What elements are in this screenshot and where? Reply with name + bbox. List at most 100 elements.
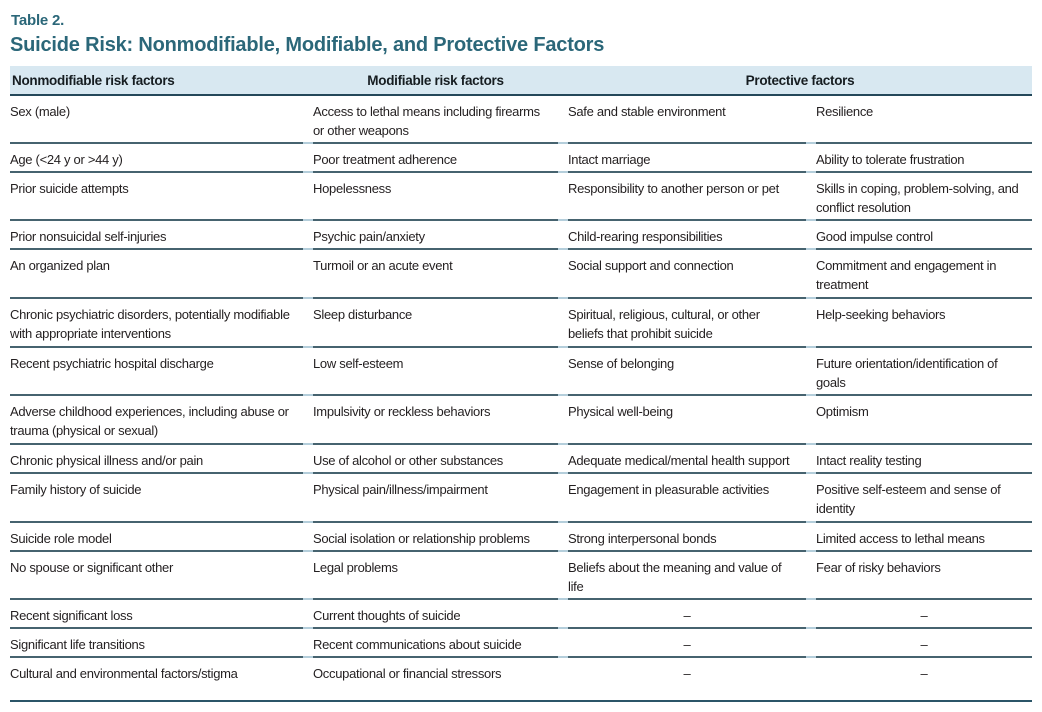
table-cell: Poor treatment adherence: [313, 143, 558, 173]
column-gutter: [806, 347, 816, 396]
table-cell: Social isolation or relationship problem…: [313, 522, 558, 552]
column-gutter: [806, 95, 816, 144]
table-cell: Good impulse control: [816, 220, 1032, 250]
table-row: No spouse or significant other Legal prob…: [10, 551, 1032, 600]
column-gutter: [806, 298, 816, 348]
table-cell: Age (<24 y or >44 y): [10, 143, 303, 173]
column-gutter: [558, 95, 568, 144]
table-cell: Beliefs about the meaning and value of l…: [568, 551, 806, 600]
table-cell: Recent significant loss: [10, 599, 303, 629]
table-row: Adverse childhood experiences, including…: [10, 395, 1032, 445]
table-cell: No spouse or significant other: [10, 551, 303, 600]
table-cell: Prior nonsuicidal self-injuries: [10, 220, 303, 250]
column-gutter: [303, 172, 313, 221]
column-gutter: [303, 95, 313, 144]
table-cell: –: [568, 628, 806, 658]
table-cell: Commitment and engagement in treatment: [816, 249, 1032, 299]
table-cell: Spiritual, religious, cultural, or other…: [568, 298, 806, 348]
table-cell: –: [816, 628, 1032, 658]
table-cell: Use of alcohol or other substances: [313, 444, 558, 474]
column-gutter: [303, 444, 313, 474]
table-cell: Intact marriage: [568, 143, 806, 173]
table-number-label: Table 2.: [11, 12, 65, 29]
column-header-modifiable: Modifiable risk factors: [313, 66, 558, 96]
column-header-nonmodifiable: Nonmodifiable risk factors: [10, 66, 303, 96]
column-gutter: [558, 444, 568, 474]
column-gutter: [806, 599, 816, 629]
table-cell: –: [568, 599, 806, 629]
table-cell: Future orientation/identification of goa…: [816, 347, 1032, 396]
table-cell: Sleep disturbance: [313, 298, 558, 348]
table-cell: Child-rearing responsibilities: [568, 220, 806, 250]
table-cell: Cultural and environmental factors/stigm…: [10, 657, 303, 702]
table-cell: Limited access to lethal means: [816, 522, 1032, 552]
column-gutter: [558, 522, 568, 552]
table-cell: Current thoughts of suicide: [313, 599, 558, 629]
table-cell: Positive self-esteem and sense of identi…: [816, 473, 1032, 523]
table-row: Chronic psychiatric disorders, potential…: [10, 298, 1032, 348]
column-gutter: [558, 395, 568, 445]
column-gutter: [558, 551, 568, 600]
table-cell: –: [816, 599, 1032, 629]
column-gutter: [558, 143, 568, 173]
table-row: Prior suicide attempts Hopelessness Respon…: [10, 172, 1032, 221]
column-gutter: [806, 657, 816, 702]
header-row: Nonmodifiable risk factors Modifiable ri…: [10, 66, 1032, 96]
table-cell: Engagement in pleasurable activities: [568, 473, 806, 523]
table-cell: Psychic pain/anxiety: [313, 220, 558, 250]
table-cell: Recent communications about suicide: [313, 628, 558, 658]
column-gutter: [558, 298, 568, 348]
table-cell: Prior suicide attempts: [10, 172, 303, 221]
column-gutter: [303, 522, 313, 552]
table-cell: Recent psychiatric hospital discharge: [10, 347, 303, 396]
table-cell: Hopelessness: [313, 172, 558, 221]
table-cell: Chronic psychiatric disorders, potential…: [10, 298, 303, 348]
table-cell: Low self-esteem: [313, 347, 558, 396]
table-header: Nonmodifiable risk factors Modifiable ri…: [10, 66, 1032, 96]
table-row: Family history of suicide Physical pain/i…: [10, 473, 1032, 523]
column-gutter: [303, 220, 313, 250]
column-gutter: [806, 249, 816, 299]
table-cell: Strong interpersonal bonds: [568, 522, 806, 552]
column-gutter: [806, 395, 816, 445]
table-row: Chronic physical illness and/or pain Use …: [10, 444, 1032, 474]
table-row: Age (<24 y or >44 y) Poor treatment adher…: [10, 143, 1032, 173]
table-body: Sex (male) Access to lethal means includi…: [10, 95, 1032, 702]
column-gutter: [558, 657, 568, 702]
table-title: Suicide Risk: Nonmodifiable, Modifiable,…: [10, 34, 605, 56]
table-cell: –: [568, 657, 806, 702]
table-cell: Physical well-being: [568, 395, 806, 445]
table-cell: Sense of belonging: [568, 347, 806, 396]
table-cell: –: [816, 657, 1032, 702]
column-gutter: [303, 66, 313, 96]
column-gutter: [558, 172, 568, 221]
table-cell: An organized plan: [10, 249, 303, 299]
table-cell: Skills in coping, problem-solving, and c…: [816, 172, 1032, 221]
table-cell: Adequate medical/mental health support: [568, 444, 806, 474]
table-cell: Social support and connection: [568, 249, 806, 299]
table-cell: Responsibility to another person or pet: [568, 172, 806, 221]
column-gutter: [303, 599, 313, 629]
table-cell: Adverse childhood experiences, including…: [10, 395, 303, 445]
table-row: Recent significant loss Current thoughts …: [10, 599, 1032, 629]
column-gutter: [303, 347, 313, 396]
table-cell: Safe and stable environment: [568, 95, 806, 144]
table-row: Sex (male) Access to lethal means includi…: [10, 95, 1032, 144]
column-header-protective: Protective factors: [568, 66, 1032, 96]
column-gutter: [303, 395, 313, 445]
column-gutter: [303, 473, 313, 523]
column-gutter: [558, 628, 568, 658]
column-gutter: [806, 522, 816, 552]
table-cell: Ability to tolerate frustration: [816, 143, 1032, 173]
column-gutter: [558, 599, 568, 629]
column-gutter: [806, 628, 816, 658]
risk-factors-table: Nonmodifiable risk factors Modifiable ri…: [10, 66, 1032, 702]
table-row: Significant life transitions Recent commu…: [10, 628, 1032, 658]
column-gutter: [303, 551, 313, 600]
table-row: Suicide role model Social isolation or re…: [10, 522, 1032, 552]
column-gutter: [558, 249, 568, 299]
table-cell: Legal problems: [313, 551, 558, 600]
column-gutter: [558, 347, 568, 396]
table-row: Recent psychiatric hospital discharge Low…: [10, 347, 1032, 396]
